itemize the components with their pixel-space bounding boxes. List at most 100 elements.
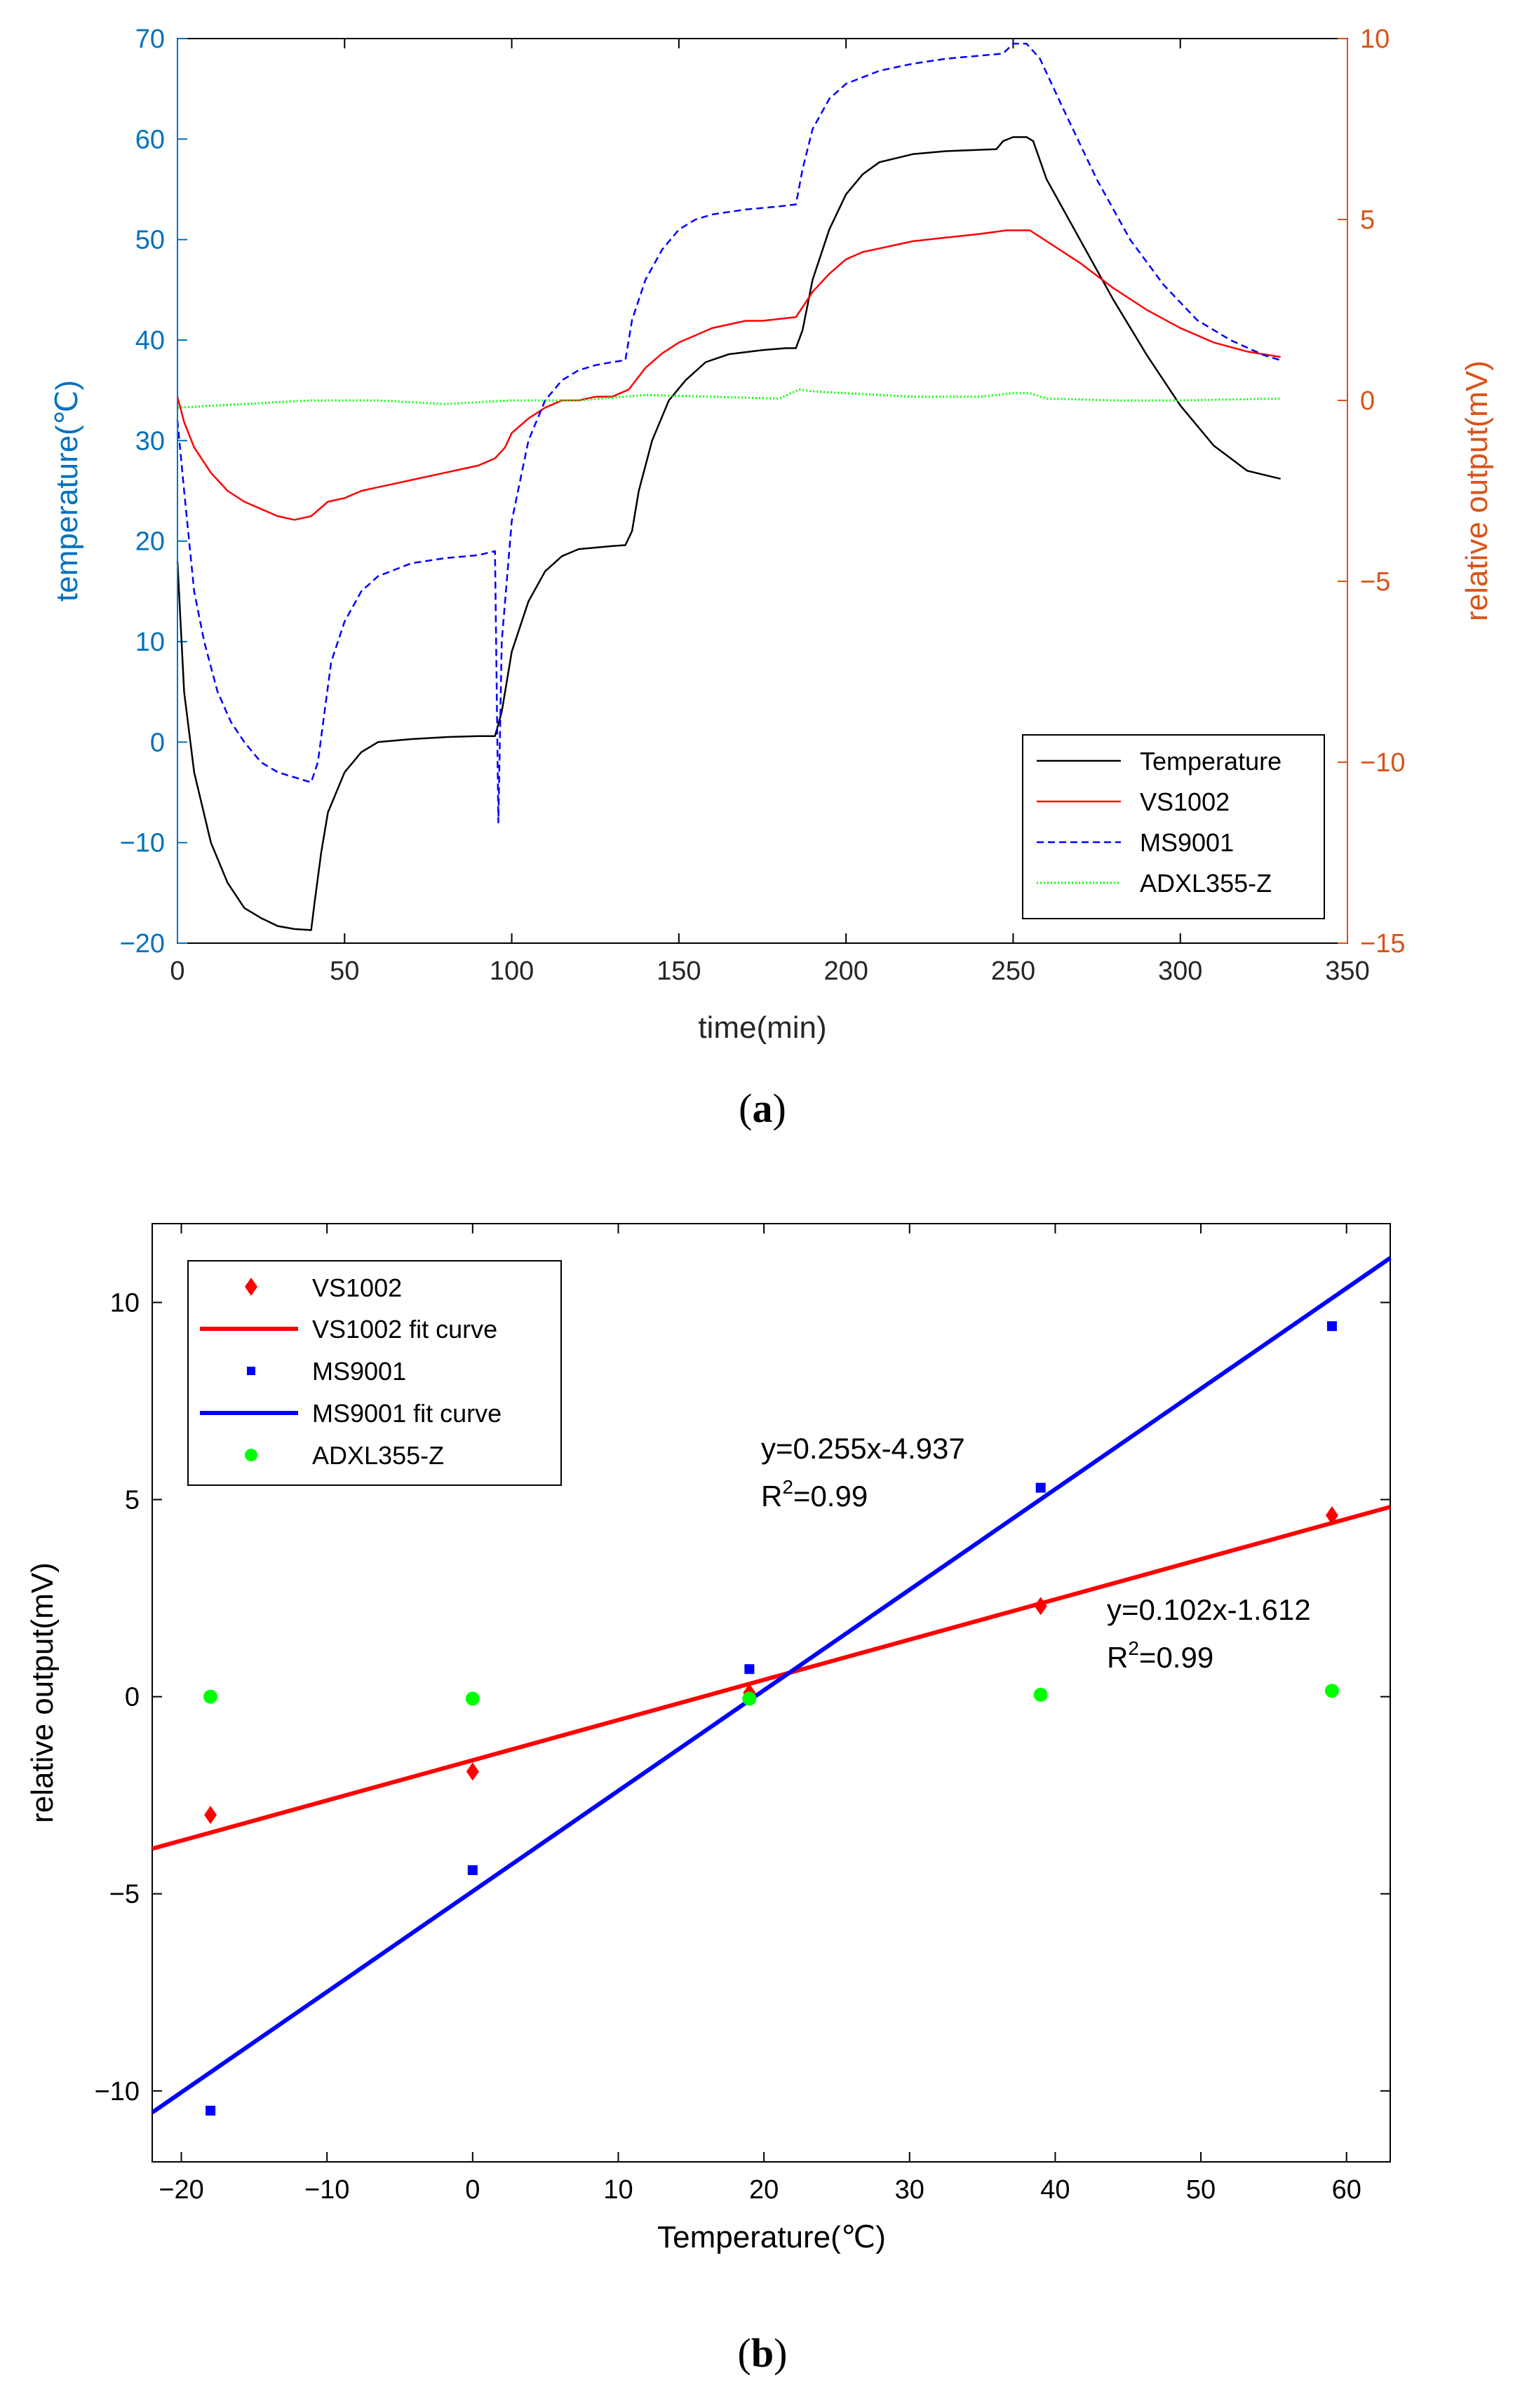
a-x-tick-label: 0 [170,956,184,986]
chart-a-legend-box [1022,734,1325,919]
a-left-tick-label: 70 [135,25,165,54]
chart-a-legend: Temperature VS1002 MS9001 ADXL355-Z [1022,734,1325,919]
b-y-tick-label: 0 [125,1683,140,1712]
chart-b-series [151,1256,1392,2116]
a-right-tick-label: 10 [1360,25,1390,54]
chart-b-y-ticks: 10 5 0 −5 −10 [95,1288,1390,2106]
panel-a-letter: a [753,1085,773,1131]
a-x-tick-label: 100 [490,956,534,986]
ms9001-point [206,2105,216,2116]
vs1002-point [1034,1597,1047,1616]
b-x-tick-label: 20 [749,2175,779,2205]
legend-b-swatch-adxl-circle [245,1449,257,1461]
chart-a-series [176,42,1282,931]
ms9001-fit-curve-line [151,1256,1392,2115]
annotation-ms9001-equation: y=0.255x-4.937 R2=0.99 [761,1432,965,1513]
chart-a-x-label: time(min) [698,1010,826,1045]
a-left-tick-label: 50 [135,226,165,255]
annotation-ms9001-text: y=0.255x-4.937 [761,1432,965,1465]
legend-b-label-vs1002-fit: VS1002 fit curve [312,1315,497,1344]
chart-a: 0 50 100 150 200 250 300 350 706050403020100−10… [50,25,1494,1131]
legend-a-label-adxl: ADXL355-Z [1140,869,1272,898]
b-x-tick-label: 30 [895,2175,924,2205]
legend-a-label-vs1002: VS1002 [1140,787,1230,816]
b-x-tick-label: 40 [1040,2175,1070,2205]
vs1002-fit-curve-line [152,1505,1391,1851]
chart-a-x-ticks: 0 50 100 150 200 250 300 350 [170,39,1370,986]
ms9001-point [1326,1321,1337,1332]
a-right-tick-label: −5 [1360,567,1390,597]
chart-a-right-y-label: relative output(mV) [1460,360,1494,621]
annotation-vs1002-r2: R2=0.99 [1107,1637,1213,1674]
a-left-tick-label: 10 [135,628,165,657]
a-x-tick-label: 50 [330,956,359,986]
a-left-tick-label: 30 [135,426,165,456]
a-left-tick-label: −10 [120,829,165,858]
a-right-tick-label: −10 [1360,748,1405,778]
adxl355-z-point [203,1689,218,1704]
annotation-ms9001-r2: R2=0.99 [761,1476,868,1513]
chart-a-left-y-label: temperature(℃) [50,380,84,602]
b-x-tick-label: 10 [603,2175,633,2205]
chart-b-x-ticks: −20 −10 0 10 20 30 40 50 60 [159,1224,1361,2205]
a-x-tick-label: 350 [1325,956,1369,986]
b-y-tick-label: −10 [95,2077,140,2106]
legend-a-label-temperature: Temperature [1140,747,1282,776]
legend-b-label-ms9001-fit: MS9001 fit curve [312,1399,502,1428]
b-y-tick-label: 10 [110,1288,140,1318]
adxl355-z-point [465,1691,480,1706]
annotation-ms9001-r2-suffix: =0.99 [793,1480,868,1513]
chart-a-left-ticks: 70 60 50 40 30 20 10 0 −10 −20 [120,25,187,959]
chart-b-y-label: relative output(mV) [25,1562,60,1823]
adxl355-z-point [1324,1684,1339,1698]
legend-b-swatch-ms9001-square [247,1367,255,1375]
legend-b-label-ms9001: MS9001 [312,1357,406,1386]
vs1002-point [1325,1506,1338,1525]
a-left-tick-label: 40 [135,326,165,356]
annotation-vs1002-r2-sup: 2 [1128,1637,1139,1659]
b-y-tick-label: −5 [109,1880,140,1909]
ms9001-point [1035,1482,1046,1493]
b-x-tick-label: 50 [1186,2175,1216,2205]
chart-b-legend: VS1002 VS1002 fit curve MS9001 MS9001 fi… [187,1260,562,1486]
chart-a-right-ticks: 10 5 0 −5 −10 −15 [1338,25,1405,959]
legend-a-label-ms9001: MS9001 [1140,828,1234,857]
chart-b-plot-frame [152,1223,1391,2163]
annotation-vs1002-r2-prefix: R [1107,1641,1128,1674]
ms9001-point [467,1865,478,1875]
chart-b-x-label: Temperature(℃) [657,2220,886,2254]
panel-b-letter: b [751,2330,774,2376]
legend-b-label-adxl: ADXL355-Z [312,1441,444,1470]
series-temperature-line [176,136,1281,931]
series-ms9001-line [176,42,1282,824]
a-x-tick-label: 300 [1158,956,1202,986]
a-left-tick-label: −20 [120,929,165,959]
series-vs1002-line [176,229,1281,521]
a-left-tick-label: 60 [135,125,165,154]
a-x-tick-label: 200 [823,956,868,986]
a-x-tick-label: 250 [991,956,1035,986]
adxl355-z-point [742,1691,757,1706]
panel-a-caption: (a) [739,1085,786,1131]
series-adxl355z-line [177,388,1281,409]
b-x-tick-label: −20 [159,2175,203,2205]
a-right-tick-label: 5 [1360,205,1375,235]
vs1002-point [466,1762,479,1781]
legend-b-label-vs1002: VS1002 [312,1273,402,1302]
b-x-tick-label: 0 [465,2175,480,2205]
a-left-tick-label: 0 [150,728,165,757]
annotation-ms9001-r2-sup: 2 [782,1476,793,1498]
adxl355-z-point [1033,1687,1048,1702]
annotation-vs1002-equation: y=0.102x-1.612 R2=0.99 [1107,1593,1311,1674]
b-y-tick-label: 5 [125,1486,140,1515]
a-x-tick-label: 150 [657,956,701,986]
a-left-tick-label: 20 [135,527,165,557]
panel-b-caption: (b) [738,2330,788,2376]
a-right-tick-label: 0 [1360,386,1375,416]
b-x-tick-label: −10 [304,2175,349,2205]
legend-b-swatch-vs1002-diamond [245,1278,257,1296]
annotation-ms9001-r2-prefix: R [761,1480,782,1513]
vs1002-point [204,1806,217,1825]
